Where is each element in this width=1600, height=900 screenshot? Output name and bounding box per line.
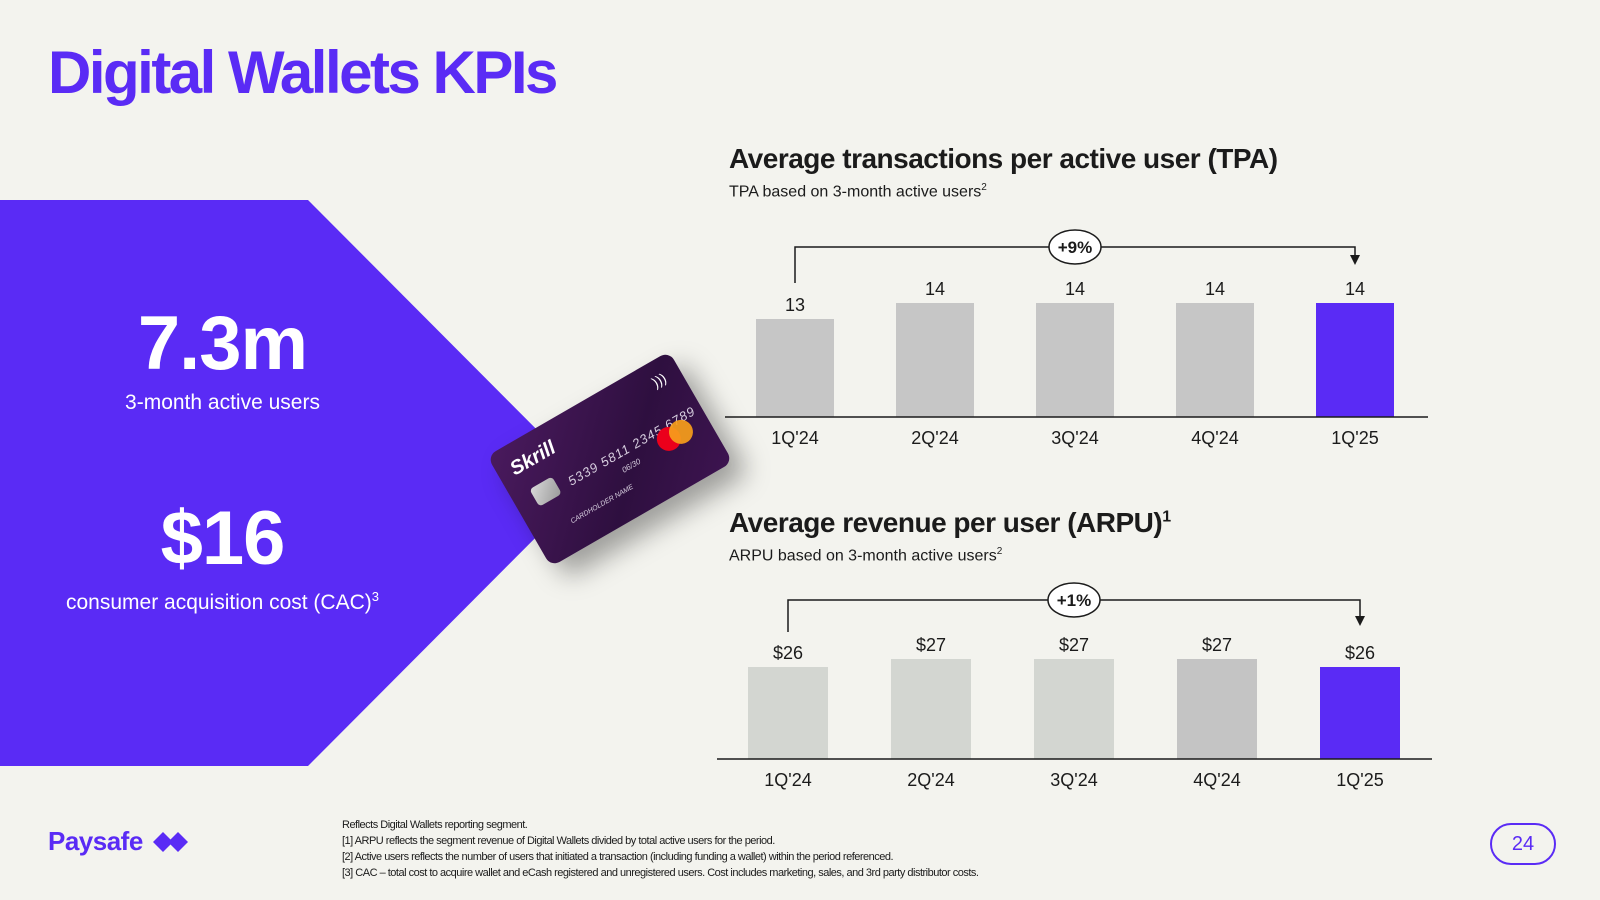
- category-label: 1Q'25: [1336, 770, 1383, 790]
- arpu-chart-title: Average revenue per user (ARPU)1: [729, 507, 1171, 538]
- data-label: 14: [1065, 279, 1085, 299]
- footnote: [2] Active users reflects the number of …: [342, 851, 894, 863]
- bar-2Q'24: [896, 303, 974, 417]
- bar-3Q'24: [1036, 303, 1114, 417]
- bar-4Q'24: [1177, 659, 1257, 759]
- data-label: $26: [1345, 643, 1375, 663]
- bar-2Q'24: [891, 659, 971, 759]
- active-users-label: 3-month active users: [125, 391, 320, 414]
- bar-1Q'25: [1320, 667, 1400, 759]
- category-label: 3Q'24: [1051, 428, 1098, 448]
- tpa-bar-chart: 13 1Q'24 14 2Q'24 14 3Q'24 14 4Q'24 14 1Q'25 +9%: [725, 229, 1428, 448]
- page-number: 24: [1490, 823, 1556, 865]
- footnote: Reflects Digital Wallets reporting segme…: [342, 819, 528, 831]
- arpu-bar-chart: $26 1Q'24 $27 2Q'24 $27 3Q'24 $27 4Q'24 $26 1Q'25…: [717, 582, 1432, 790]
- bar-1Q'25: [1316, 303, 1394, 417]
- footnotes: Reflects Digital Wallets reporting segme…: [342, 817, 979, 881]
- card-holder: CARDHOLDER NAME: [569, 483, 635, 526]
- tpa-chart-title: Average transactions per active user (TP…: [729, 143, 1278, 174]
- bar-1Q'24: [748, 667, 828, 759]
- kpi-hexagon-background: [0, 200, 560, 766]
- data-label: $27: [916, 635, 946, 655]
- data-label: 14: [1205, 279, 1225, 299]
- bar-1Q'24: [756, 319, 834, 417]
- bar-3Q'24: [1034, 659, 1114, 759]
- footnote: [1] ARPU reflects the segment revenue of…: [342, 835, 775, 847]
- category-label: 1Q'25: [1331, 428, 1378, 448]
- footnote: [3] CAC – total cost to acquire wallet a…: [342, 867, 979, 879]
- category-label: 1Q'24: [771, 428, 818, 448]
- paysafe-logo: Paysafe: [48, 826, 189, 857]
- page-title: Digital Wallets KPIs: [48, 39, 558, 106]
- card-brand: Skrill: [506, 436, 560, 481]
- card-expiry: 06/30: [620, 456, 643, 475]
- growth-badge: [1048, 229, 1102, 265]
- data-label: $27: [1059, 635, 1089, 655]
- growth-badge: [1047, 582, 1101, 618]
- data-label: 14: [1345, 279, 1365, 299]
- category-label: 2Q'24: [907, 770, 954, 790]
- category-label: 1Q'24: [764, 770, 811, 790]
- card-chip-icon: [529, 476, 562, 507]
- arpu-chart-subtitle: ARPU based on 3-month active users2: [729, 546, 1003, 565]
- data-label: $27: [1202, 635, 1232, 655]
- paysafe-wordmark: Paysafe: [48, 826, 143, 856]
- category-label: 4Q'24: [1193, 770, 1240, 790]
- tpa-chart-subtitle: TPA based on 3-month active users2: [729, 182, 987, 201]
- paysafe-diamond-icon: [152, 831, 188, 852]
- data-label: $26: [773, 643, 803, 663]
- growth-arrow-icon: [1350, 255, 1360, 265]
- growth-arrow-icon: [1355, 616, 1365, 626]
- bar-4Q'24: [1176, 303, 1254, 417]
- cac-value: $16: [160, 496, 286, 581]
- data-label: 14: [925, 279, 945, 299]
- category-label: 4Q'24: [1191, 428, 1238, 448]
- category-label: 3Q'24: [1050, 770, 1097, 790]
- data-label: 13: [785, 295, 805, 315]
- contactless-icon: ))): [648, 369, 670, 391]
- active-users-value: 7.3m: [137, 301, 308, 386]
- category-label: 2Q'24: [911, 428, 958, 448]
- cac-label: consumer acquisition cost (CAC)3: [65, 589, 379, 614]
- growth-label: +1%: [1057, 591, 1092, 610]
- growth-label: +9%: [1058, 238, 1093, 257]
